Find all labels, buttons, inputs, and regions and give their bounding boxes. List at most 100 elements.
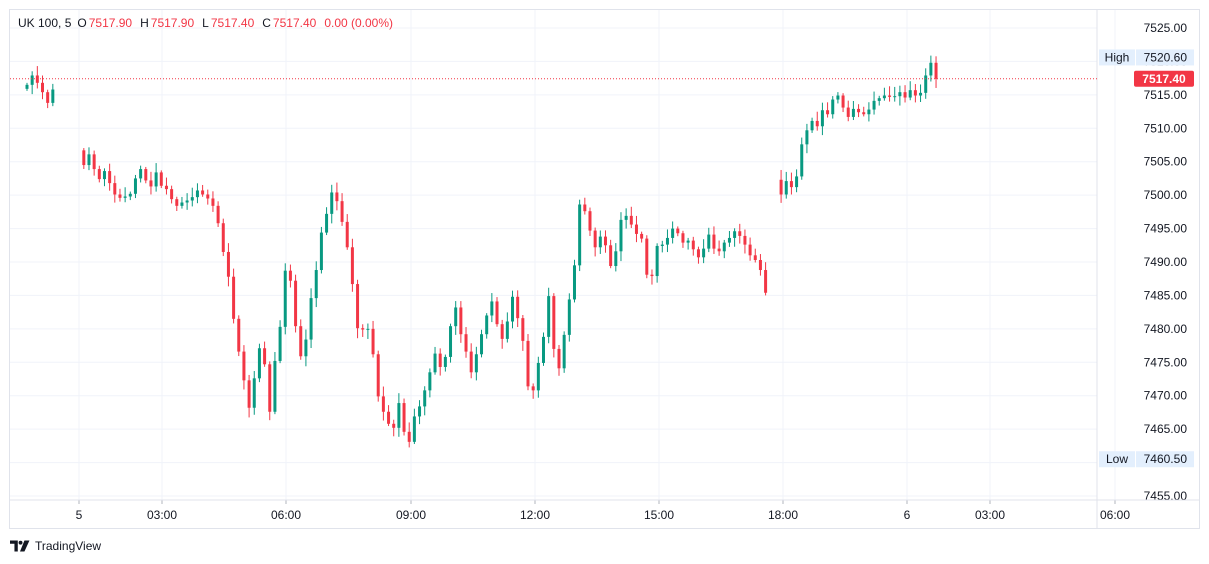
candle-body bbox=[836, 95, 840, 100]
y-tick-label: 7455.00 bbox=[1144, 489, 1188, 503]
candle-body bbox=[588, 211, 592, 231]
candle-body bbox=[392, 423, 396, 428]
candle bbox=[795, 169, 799, 193]
candle bbox=[650, 269, 654, 285]
candle bbox=[387, 405, 391, 427]
candle-body bbox=[371, 328, 375, 355]
candle-body bbox=[278, 326, 282, 361]
candle-body bbox=[764, 270, 768, 293]
candle-body bbox=[516, 296, 520, 319]
candle-body bbox=[139, 169, 143, 179]
candle-body bbox=[640, 233, 644, 239]
candle-body bbox=[154, 172, 158, 187]
candle bbox=[893, 86, 897, 102]
candle bbox=[634, 215, 638, 243]
candle-body bbox=[97, 169, 101, 180]
y-axis: 7525.007520.007515.007510.007505.007500.… bbox=[1096, 10, 1188, 529]
candle bbox=[934, 56, 938, 88]
candle-body bbox=[294, 280, 298, 327]
candle-body bbox=[387, 411, 391, 424]
candle-body bbox=[113, 183, 117, 195]
low-value: 7517.40 bbox=[210, 16, 255, 30]
candle bbox=[800, 137, 804, 180]
candle bbox=[376, 350, 380, 402]
price-markers: 7517.40 High 7520.60 Low 7460.50 bbox=[10, 49, 1194, 468]
candle-body bbox=[913, 90, 917, 96]
candle-body bbox=[893, 96, 897, 98]
candle bbox=[242, 345, 246, 390]
candle bbox=[614, 243, 618, 272]
x-tick-label: 18:00 bbox=[768, 508, 798, 522]
candle-body bbox=[743, 235, 747, 245]
candle-body bbox=[810, 120, 814, 131]
candle-body bbox=[603, 236, 607, 246]
branding[interactable]: TradingView bbox=[10, 539, 101, 553]
candle-body bbox=[800, 144, 804, 177]
candle bbox=[330, 184, 334, 224]
candle bbox=[722, 239, 726, 259]
candle bbox=[691, 236, 695, 256]
candle bbox=[521, 315, 525, 351]
candle bbox=[872, 91, 876, 115]
candle bbox=[480, 329, 484, 358]
candle bbox=[645, 235, 649, 279]
candle-body bbox=[748, 244, 752, 256]
candle-body bbox=[888, 95, 892, 97]
candle bbox=[583, 197, 587, 215]
candle bbox=[547, 287, 551, 344]
symbol-label: UK 100, 5 bbox=[18, 16, 72, 30]
candle-body bbox=[82, 150, 86, 166]
candle-body bbox=[500, 324, 504, 339]
candle-body bbox=[841, 95, 845, 108]
x-tick-label: 6 bbox=[904, 508, 911, 522]
candle bbox=[505, 312, 509, 343]
candle bbox=[660, 240, 664, 253]
y-tick-label: 7525.00 bbox=[1144, 21, 1188, 35]
candle bbox=[206, 189, 210, 205]
candle bbox=[309, 288, 313, 349]
candle-body bbox=[309, 298, 313, 340]
candle bbox=[304, 329, 308, 367]
candle bbox=[190, 187, 194, 207]
y-tick-label: 7510.00 bbox=[1144, 121, 1188, 135]
candle bbox=[325, 207, 329, 236]
candle bbox=[459, 301, 463, 343]
candle bbox=[397, 393, 401, 437]
candle-body bbox=[629, 215, 633, 225]
candle-body bbox=[511, 296, 515, 322]
candle bbox=[919, 84, 923, 103]
candle bbox=[237, 315, 241, 357]
chart-frame bbox=[9, 9, 1200, 529]
candle bbox=[490, 293, 494, 323]
candle bbox=[25, 82, 29, 91]
candle bbox=[738, 223, 742, 244]
candle-body bbox=[598, 236, 602, 248]
candle-body bbox=[779, 179, 783, 195]
candle bbox=[51, 83, 55, 107]
candle bbox=[784, 171, 788, 199]
candle-body bbox=[30, 75, 34, 85]
candle-body bbox=[51, 89, 55, 103]
candle bbox=[588, 207, 592, 237]
candle bbox=[314, 261, 318, 308]
candle-body bbox=[356, 284, 360, 329]
candle bbox=[35, 66, 39, 89]
candle-body bbox=[702, 248, 706, 258]
candle-body bbox=[433, 353, 437, 373]
candle bbox=[820, 102, 824, 136]
candle-body bbox=[319, 232, 323, 271]
candle-body bbox=[381, 396, 385, 412]
low-marker: Low 7460.50 bbox=[1099, 451, 1194, 468]
y-tick-label: 7470.00 bbox=[1144, 389, 1188, 403]
candle-body bbox=[681, 233, 685, 243]
candle bbox=[402, 398, 406, 436]
candle bbox=[908, 81, 912, 101]
candle-body bbox=[609, 245, 613, 267]
candle-body bbox=[108, 171, 112, 184]
candle-body bbox=[789, 181, 793, 188]
candle-body bbox=[753, 255, 757, 260]
candle bbox=[572, 259, 576, 303]
candle-body bbox=[407, 431, 411, 442]
candle bbox=[226, 243, 230, 287]
